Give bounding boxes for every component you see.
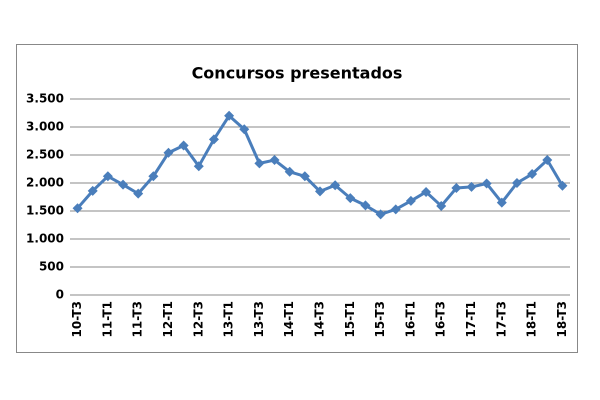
chart-title: Concursos presentados (192, 64, 403, 83)
marker (148, 171, 159, 182)
marker (436, 200, 447, 211)
marker (527, 169, 538, 180)
marker (87, 185, 98, 196)
marker (542, 155, 553, 166)
x-tick-label: 12-T3 (191, 301, 205, 337)
x-tick-label: 14-T3 (313, 301, 327, 337)
chart-frame (16, 44, 578, 353)
marker (345, 193, 356, 204)
y-tick-label: 0 (56, 288, 64, 302)
marker (511, 178, 522, 188)
marker (102, 171, 113, 182)
x-tick-label: 14-T1 (282, 301, 296, 337)
x-tick-label: 15-T3 (373, 301, 387, 337)
marker (451, 183, 462, 194)
y-tick-label: 2.500 (26, 148, 64, 162)
x-tick-label: 10-T3 (70, 301, 84, 337)
marker (118, 179, 129, 190)
marker (360, 200, 371, 211)
x-tick-label: 15-T1 (343, 301, 357, 337)
y-tick-label: 3.500 (26, 92, 64, 106)
x-tick-label: 17-T1 (464, 301, 478, 337)
marker (315, 186, 325, 197)
marker (299, 171, 310, 182)
marker (193, 161, 204, 172)
marker (163, 147, 174, 158)
x-tick-label: 12-T1 (161, 301, 175, 337)
x-tick-label: 13-T3 (252, 301, 266, 337)
marker (405, 195, 416, 206)
x-tick-label: 11-T1 (100, 301, 114, 337)
marker (557, 180, 568, 191)
x-tick-label: 16-T1 (403, 301, 417, 337)
marker (208, 134, 219, 145)
marker (421, 186, 432, 197)
x-tick-label: 18-T1 (525, 301, 539, 337)
y-tick-label: 1.000 (26, 232, 64, 246)
marker (284, 166, 295, 177)
marker (496, 197, 507, 208)
marker (269, 155, 280, 166)
x-tick-label: 18-T3 (555, 301, 569, 337)
marker (254, 158, 265, 169)
marker (330, 180, 341, 191)
y-tick-label: 2.000 (26, 176, 64, 190)
marker (178, 140, 189, 151)
marker (390, 204, 401, 215)
marker (72, 203, 83, 214)
y-tick-label: 1.500 (26, 204, 64, 218)
x-tick-label: 11-T3 (131, 301, 145, 337)
y-tick-label: 3.000 (26, 120, 64, 134)
x-tick-label: 13-T1 (222, 301, 236, 337)
marker (239, 124, 250, 135)
marker (224, 110, 235, 121)
marker (466, 181, 477, 192)
x-tick-label: 16-T3 (434, 301, 448, 337)
marker (481, 178, 492, 189)
marker (133, 188, 144, 199)
x-tick-label: 17-T3 (494, 301, 508, 337)
y-tick-label: 500 (39, 260, 64, 274)
marker (375, 209, 386, 220)
